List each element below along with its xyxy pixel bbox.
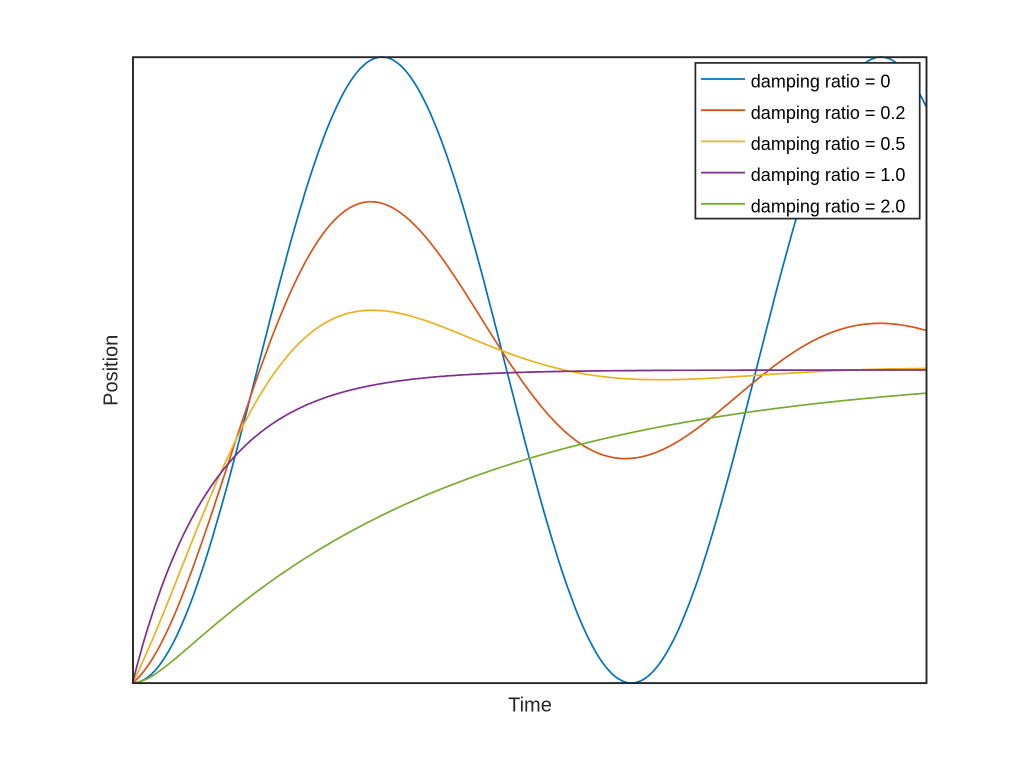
svg-text:Time: Time (508, 695, 552, 717)
svg-text:damping ratio = 2.0: damping ratio = 2.0 (751, 196, 906, 216)
svg-text:damping ratio = 0.2: damping ratio = 0.2 (751, 103, 906, 123)
svg-text:Position: Position (101, 335, 123, 406)
svg-text:damping ratio = 0: damping ratio = 0 (751, 72, 891, 92)
svg-text:damping ratio = 0.5: damping ratio = 0.5 (751, 134, 906, 154)
svg-text:damping ratio = 1.0: damping ratio = 1.0 (751, 165, 906, 185)
